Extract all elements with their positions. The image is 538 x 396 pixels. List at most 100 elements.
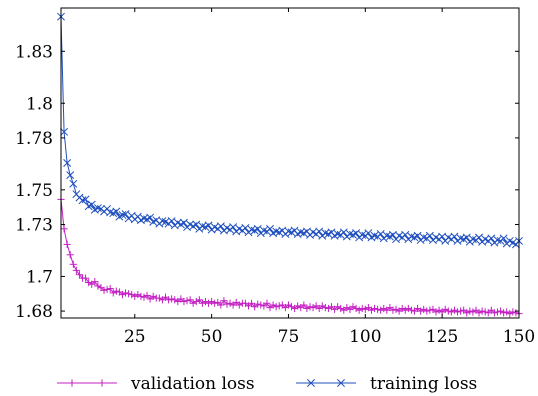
validation-loss-point — [189, 299, 197, 307]
validation-loss-point — [109, 289, 117, 297]
validation-loss-point — [100, 286, 108, 294]
training-loss-point — [158, 217, 167, 225]
training-loss-point — [475, 233, 483, 242]
training-loss-point — [81, 195, 90, 204]
validation-loss-point — [389, 306, 397, 314]
validation-loss-point — [407, 306, 416, 314]
validation-loss-point — [125, 290, 133, 298]
validation-loss-point — [324, 304, 333, 313]
validation-loss-point — [300, 301, 308, 309]
validation-loss-point — [401, 306, 409, 314]
validation-loss-point — [361, 305, 369, 313]
validation-loss-point — [426, 306, 434, 314]
x-tick-label: 100 — [349, 327, 381, 347]
validation-loss-point — [217, 301, 225, 309]
training-loss-point — [241, 223, 250, 232]
validation-loss-point — [306, 303, 314, 311]
validation-loss-point — [478, 307, 486, 315]
validation-loss-point — [195, 296, 203, 304]
validation-loss-point — [171, 296, 179, 304]
validation-loss-markers — [57, 195, 523, 318]
y-tick-label: 1.68 — [15, 302, 53, 322]
validation-loss-point — [118, 291, 127, 299]
axes: 25 50 75 100 125 150 1.68 1.7 1.73 1.75 1.78 1.8 1.8… — [15, 7, 535, 347]
validation-loss-point — [69, 260, 77, 268]
validation-loss-point — [420, 305, 428, 313]
validation-loss-point — [453, 308, 462, 316]
legend: validation loss training loss — [57, 374, 477, 394]
validation-loss-point — [198, 299, 206, 307]
validation-loss-point — [432, 308, 440, 316]
validation-loss-point — [343, 304, 351, 312]
validation-loss-point — [168, 295, 176, 303]
training-loss-point — [60, 127, 69, 136]
validation-loss-point — [441, 305, 449, 313]
validation-loss-point — [450, 306, 459, 314]
validation-loss-point — [149, 292, 157, 300]
validation-loss-point — [220, 297, 228, 305]
validation-loss-point — [447, 308, 455, 316]
validation-loss-point — [284, 301, 293, 309]
validation-loss-point — [287, 303, 296, 311]
validation-loss-point — [208, 297, 216, 306]
validation-loss-point — [294, 302, 302, 310]
validation-loss-point — [481, 308, 489, 316]
validation-loss-point — [334, 303, 342, 311]
validation-loss-point — [435, 306, 443, 314]
training-loss-point — [204, 221, 213, 230]
x-tick-label: 125 — [426, 327, 458, 347]
training-loss-point — [93, 204, 102, 212]
x-tick-label: 50 — [201, 327, 223, 347]
validation-loss-point — [112, 287, 120, 295]
legend-item-training-loss: training loss — [296, 374, 477, 394]
validation-loss-point — [223, 300, 231, 308]
validation-loss-point — [269, 301, 277, 309]
validation-loss-point — [309, 304, 317, 312]
y-tick-label: 1.7 — [26, 267, 53, 287]
training-loss-markers — [57, 12, 523, 249]
y-tick-label: 1.73 — [15, 215, 53, 235]
training-loss-point — [376, 230, 385, 238]
validation-loss-point — [275, 302, 283, 310]
validation-loss-point — [318, 302, 326, 310]
training-loss-point — [425, 231, 434, 240]
training-loss-point — [66, 171, 75, 180]
training-loss-point — [413, 231, 422, 240]
validation-loss-point — [211, 299, 219, 307]
validation-loss-point — [226, 299, 234, 307]
validation-loss-point — [493, 308, 502, 316]
validation-loss-point — [466, 307, 474, 315]
validation-loss-point — [503, 308, 511, 316]
validation-loss-point — [377, 306, 385, 314]
validation-loss-point — [164, 296, 173, 304]
validation-loss-point — [469, 308, 477, 316]
validation-loss-point — [500, 309, 508, 317]
training-loss-point — [450, 232, 459, 241]
validation-loss-point — [254, 300, 262, 308]
validation-loss-point — [91, 278, 99, 286]
validation-loss-line — [60, 199, 520, 315]
training-loss-point — [179, 218, 188, 227]
validation-loss-point — [140, 293, 148, 301]
validation-loss-point — [272, 303, 280, 311]
training-loss-line — [60, 16, 520, 245]
validation-loss-point — [131, 292, 139, 300]
validation-loss-point — [417, 307, 425, 315]
validation-loss-point — [134, 291, 142, 299]
legend-marker-validation-loss — [98, 379, 106, 387]
validation-loss-point — [423, 307, 431, 315]
validation-loss-point — [263, 299, 271, 307]
validation-loss-point — [247, 299, 256, 307]
validation-loss-point — [392, 305, 400, 313]
validation-loss-point — [81, 274, 90, 282]
validation-loss-point — [75, 271, 84, 279]
y-tick-label: 1.78 — [15, 129, 53, 149]
x-tick-label: 75 — [278, 327, 300, 347]
validation-loss-point — [106, 284, 114, 293]
training-loss-point — [63, 159, 72, 167]
validation-loss-point — [512, 309, 520, 317]
x-tick-label: 25 — [124, 327, 146, 347]
validation-loss-point — [183, 297, 191, 305]
validation-loss-point — [257, 301, 265, 309]
